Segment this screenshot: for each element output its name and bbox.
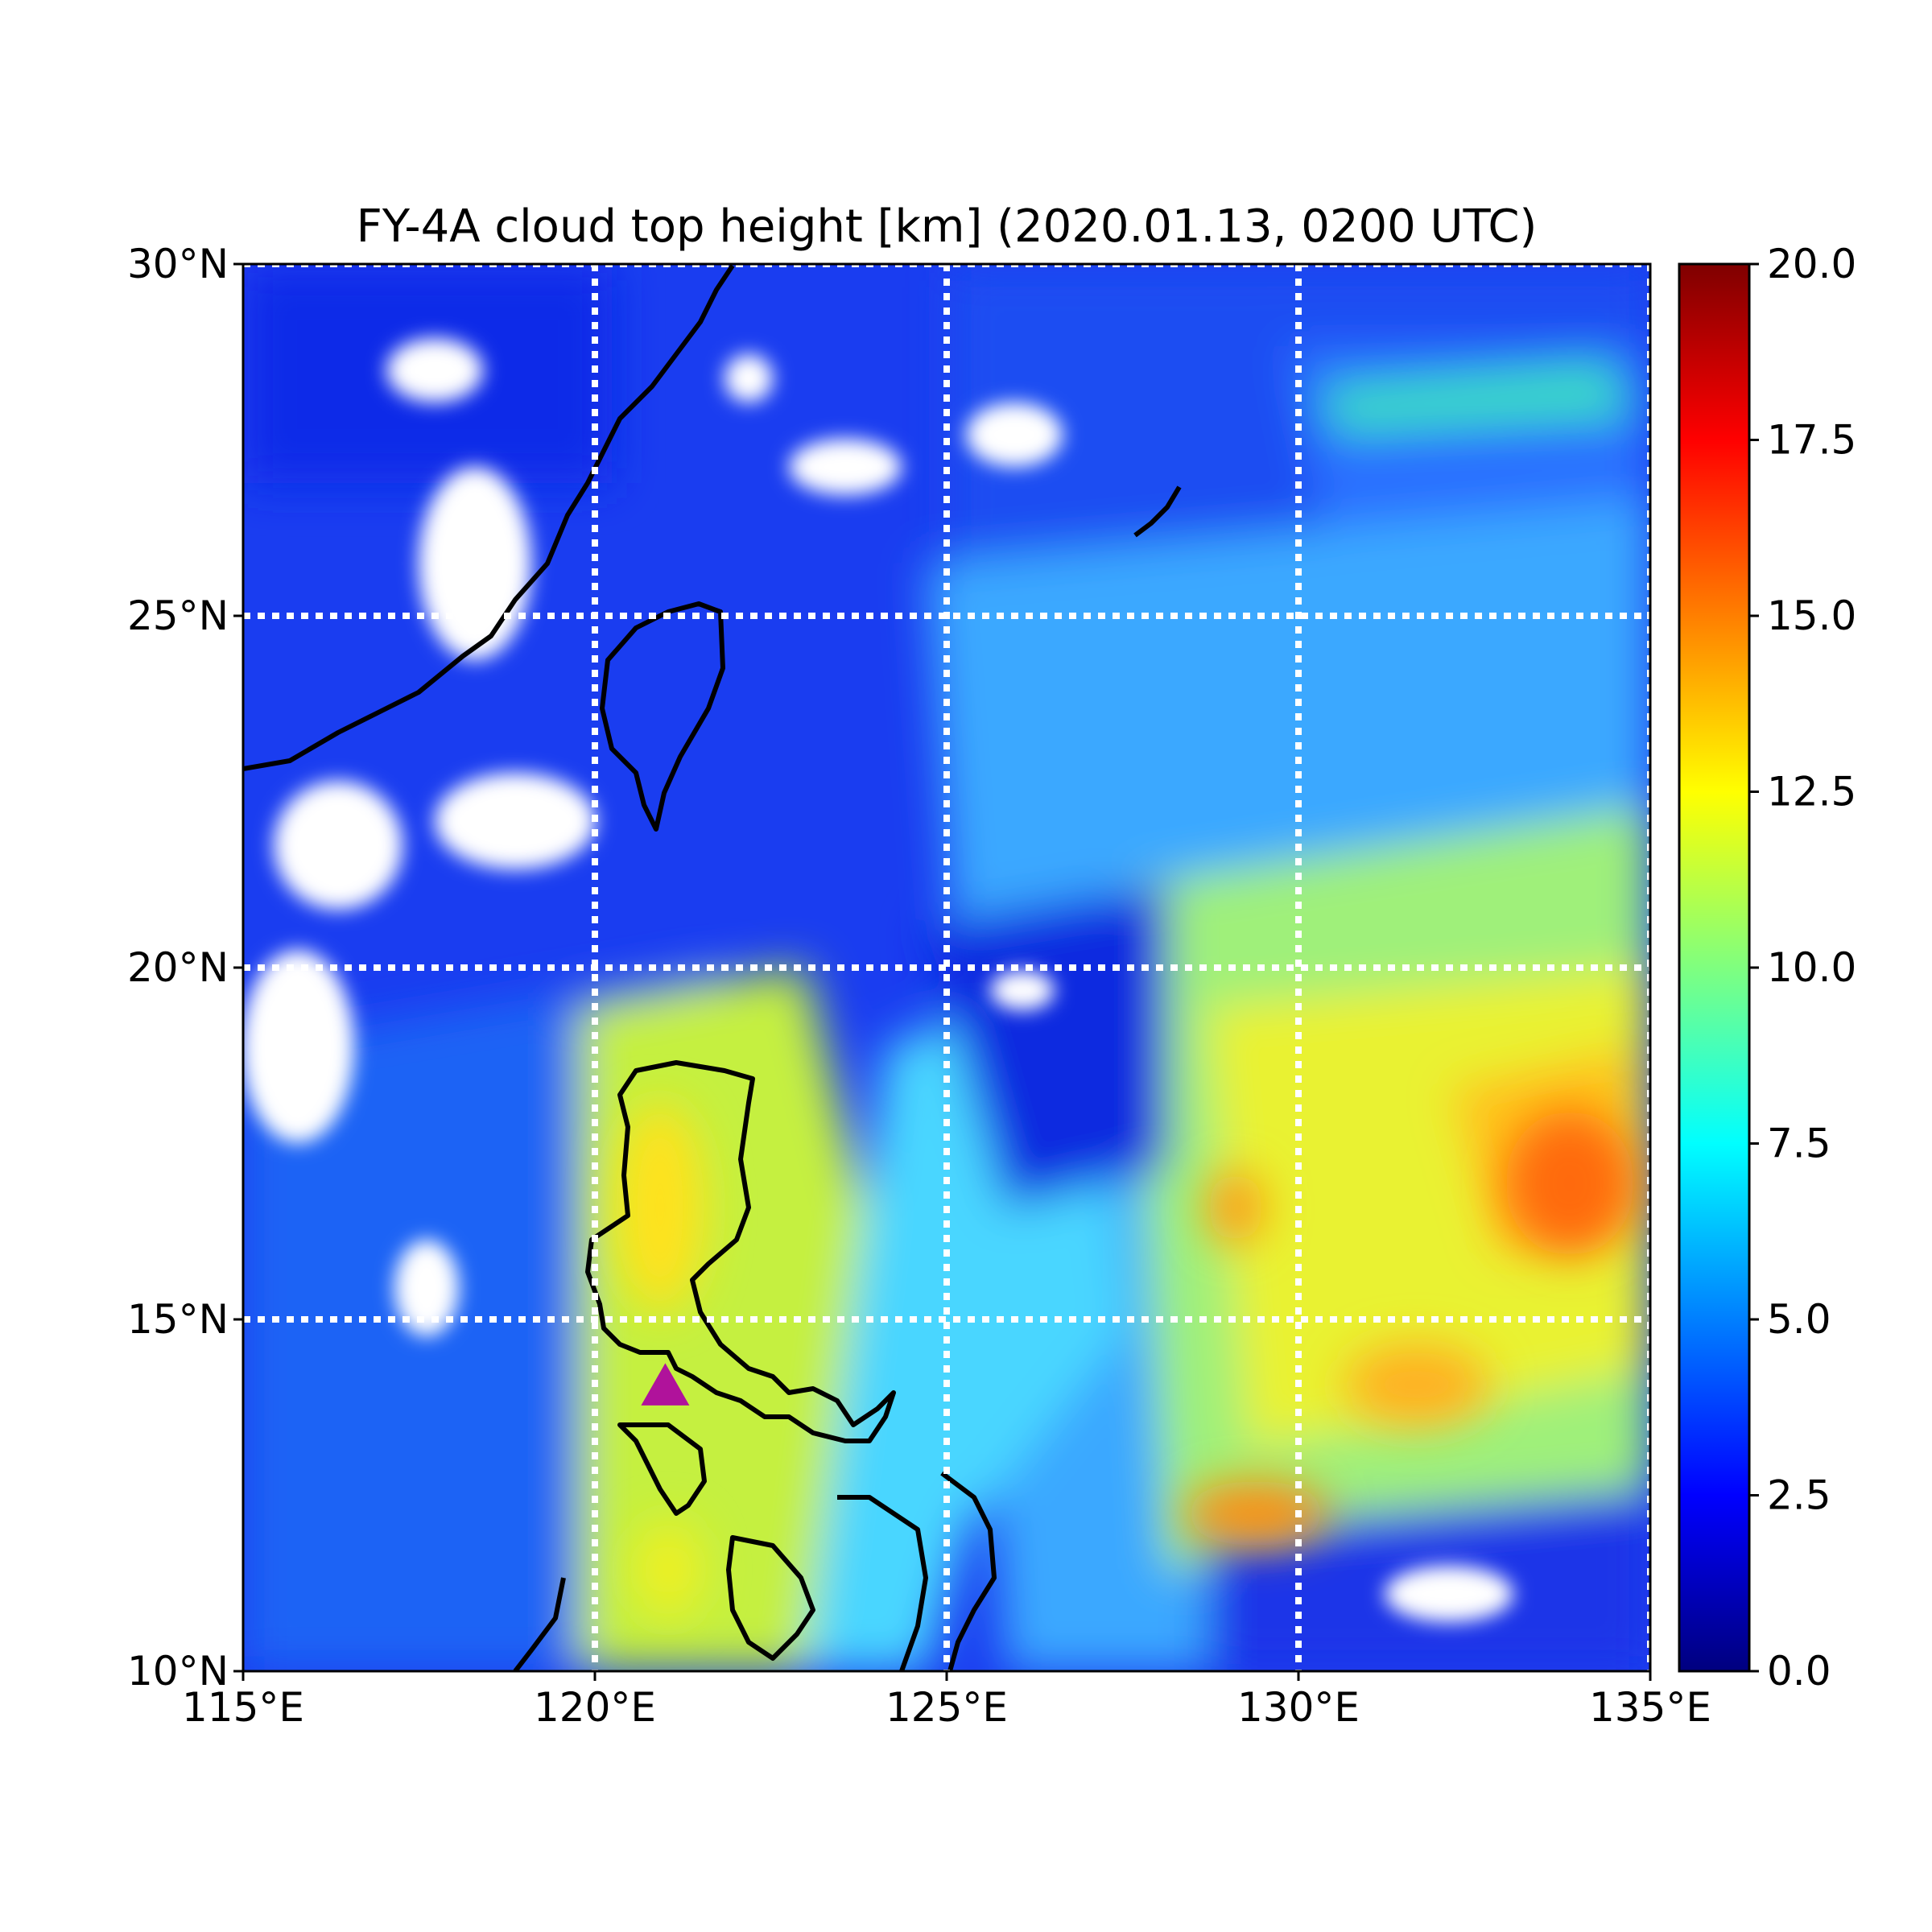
coastline-palawan — [513, 1577, 566, 1671]
coastline-china — [243, 264, 735, 771]
lat-tick-label: 10°N — [127, 1648, 229, 1695]
colorbar-tick-label: 10.0 — [1767, 944, 1856, 991]
chart-title: FY-4A cloud top height [km] (2020.01.13,… — [357, 200, 1538, 253]
lon-tick-label: 125°E — [886, 1684, 1008, 1731]
longitude-ticks: 115°E 120°E 125°E 130°E 135°E — [182, 1671, 1711, 1731]
colorbar: 0.0 2.5 5.0 7.5 10.0 12.5 15.0 17.5 20.0 — [1678, 241, 1856, 1695]
coastline-mindoro — [617, 1422, 707, 1516]
lon-tick-label: 120°E — [534, 1684, 656, 1731]
lat-tick-label: 15°N — [127, 1296, 229, 1343]
lon-tick-label: 115°E — [182, 1684, 304, 1731]
latitude-ticks: 10°N 15°N 20°N 25°N 30°N — [127, 241, 243, 1695]
colorbar-tick-label: 17.5 — [1767, 417, 1856, 464]
lat-tick-label: 25°N — [127, 592, 229, 639]
lon-tick-label: 130°E — [1237, 1684, 1360, 1731]
colorbar-tick-label: 2.5 — [1767, 1472, 1831, 1519]
site-marker-triangle — [641, 1363, 690, 1406]
coastline-okinawa — [1133, 485, 1182, 538]
colorbar-tick-label: 20.0 — [1767, 241, 1856, 287]
coastline-taiwan — [600, 601, 725, 832]
lat-tick-label: 20°N — [127, 944, 229, 991]
colorbar-ticks: 0.0 2.5 5.0 7.5 10.0 12.5 15.0 17.5 20.0 — [1749, 241, 1856, 1695]
coastline-panay — [726, 1535, 815, 1661]
lat-tick-label: 30°N — [127, 241, 229, 287]
coastline-samar-leyte — [837, 1495, 928, 1671]
colorbar-tick-label: 12.5 — [1767, 769, 1856, 815]
marker-layer — [641, 1363, 690, 1406]
lon-tick-label: 135°E — [1589, 1684, 1711, 1731]
colorbar-tick-label: 0.0 — [1767, 1648, 1831, 1695]
colorbar-tick-label: 5.0 — [1767, 1296, 1831, 1343]
colorbar-bar — [1678, 262, 1751, 1673]
colorbar-tick-label: 7.5 — [1767, 1121, 1831, 1167]
coastline-visayas-east — [940, 1471, 997, 1671]
colorbar-tick-label: 15.0 — [1767, 592, 1856, 639]
